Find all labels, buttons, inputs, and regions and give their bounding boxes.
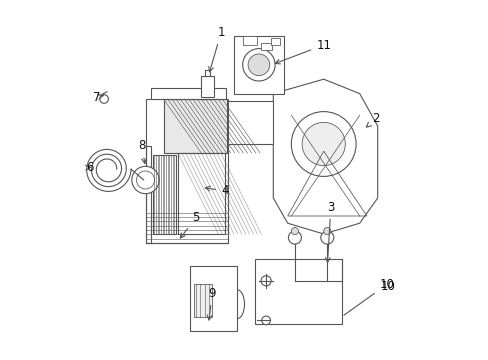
Bar — [201, 76, 213, 97]
Text: 5: 5 — [180, 211, 199, 238]
Circle shape — [288, 231, 301, 244]
Circle shape — [132, 166, 159, 194]
Bar — [228, 101, 273, 144]
Circle shape — [261, 276, 270, 286]
Circle shape — [100, 95, 108, 103]
Bar — [242, 36, 257, 45]
Circle shape — [261, 316, 270, 325]
Text: 9: 9 — [207, 287, 215, 320]
Text: 3: 3 — [325, 201, 334, 262]
Text: 2: 2 — [366, 112, 379, 127]
Text: 11: 11 — [275, 39, 330, 64]
Bar — [152, 155, 176, 234]
Circle shape — [320, 231, 333, 244]
Bar — [190, 266, 237, 331]
Circle shape — [242, 49, 275, 81]
Text: 8: 8 — [138, 139, 146, 163]
Bar — [204, 70, 210, 76]
Bar — [260, 43, 271, 50]
Circle shape — [302, 122, 345, 166]
Bar — [151, 88, 226, 99]
Circle shape — [323, 228, 330, 235]
Bar — [145, 99, 228, 243]
Bar — [233, 36, 284, 94]
Circle shape — [136, 171, 154, 189]
Bar — [145, 146, 151, 243]
Polygon shape — [273, 79, 377, 234]
Text: 10: 10 — [380, 280, 395, 293]
Text: 10: 10 — [343, 278, 393, 315]
Text: 7: 7 — [93, 91, 103, 104]
Bar — [163, 99, 226, 153]
Circle shape — [291, 228, 298, 235]
Bar — [194, 284, 212, 317]
Text: 6: 6 — [85, 161, 93, 174]
Text: 1: 1 — [208, 26, 224, 72]
Bar — [178, 153, 224, 234]
Text: 4: 4 — [205, 184, 228, 197]
Circle shape — [247, 54, 269, 76]
Bar — [271, 38, 280, 45]
Bar — [255, 259, 341, 324]
Circle shape — [291, 112, 355, 176]
